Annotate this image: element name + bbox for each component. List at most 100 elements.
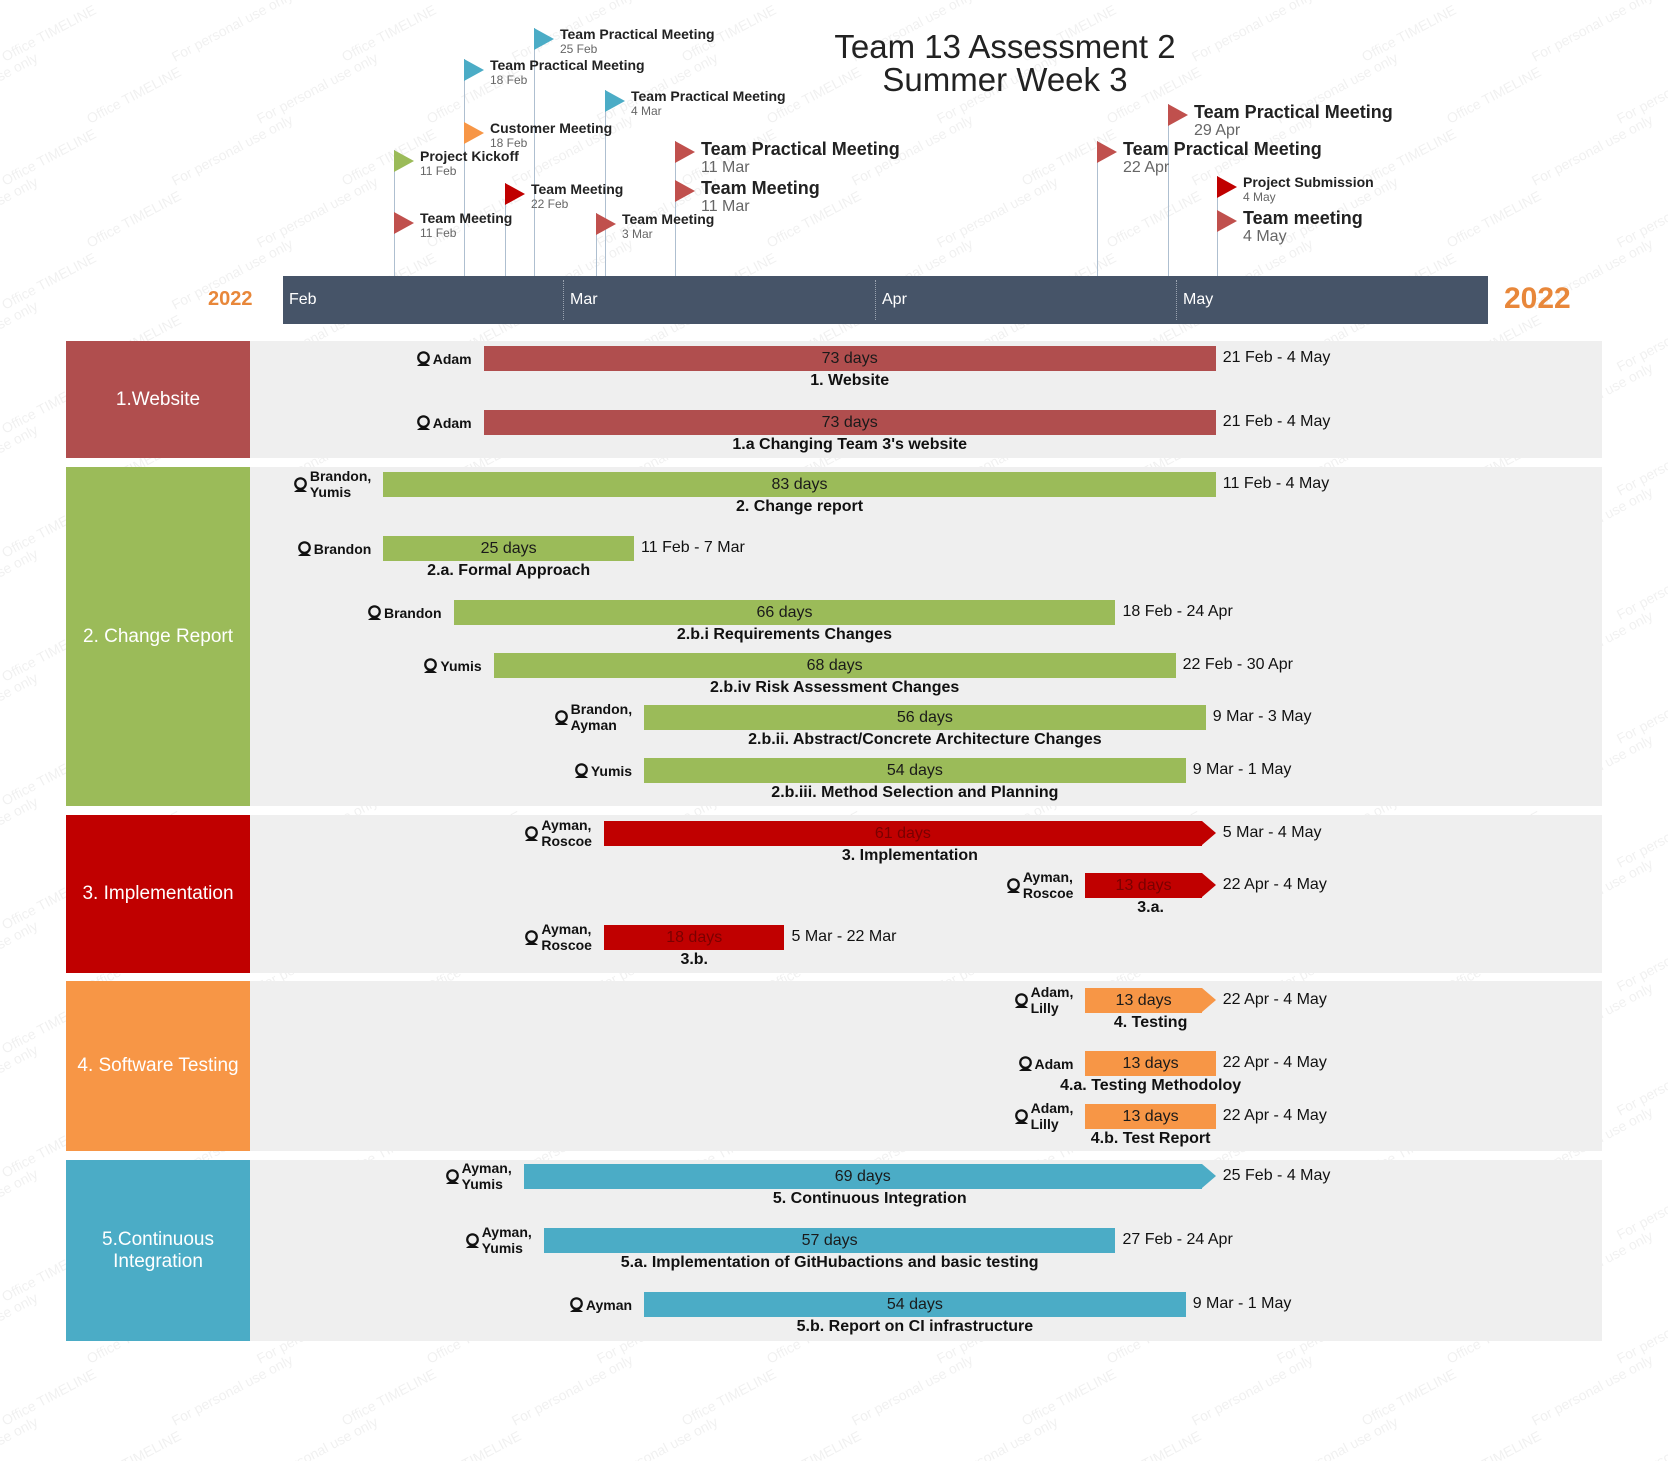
swimlane-label: 2. Change Report	[66, 467, 250, 806]
swimlane-label: 1.Website	[66, 341, 250, 458]
milestone-date: 3 Mar	[622, 227, 653, 241]
watermark-text: For personal use only	[1274, 0, 1400, 3]
task-bar	[483, 410, 1216, 435]
task-bar-arrow	[1201, 1164, 1216, 1188]
task-assignee: Adam, Lilly	[1030, 1100, 1074, 1132]
swimlane-background	[250, 981, 1602, 1151]
task-date-range: 9 Mar - 3 May	[1212, 708, 1312, 725]
watermark-text: For personal use only	[1614, 1041, 1668, 1118]
task-date-range: 9 Mar - 1 May	[1192, 1295, 1292, 1312]
task-duration: 73 days	[821, 414, 878, 431]
milestone-date: 11 Feb	[420, 164, 457, 178]
task-bar	[1085, 873, 1202, 898]
watermark-text: Office TIMELINE	[1444, 1427, 1544, 1461]
watermark-text: For personal use only	[1614, 49, 1668, 126]
watermark-text: For personal use only	[0, 173, 40, 250]
task-assignee: Adam	[432, 415, 472, 431]
task-duration: 66 days	[756, 604, 813, 621]
task-bar	[383, 472, 1216, 497]
task-duration: 13 days	[1115, 992, 1172, 1009]
watermark-text: Office TIMELINE	[1104, 0, 1204, 3]
task-date-range: 21 Feb - 4 May	[1222, 349, 1331, 366]
watermark-text: Office TIMELINE	[1359, 1, 1459, 64]
task-assignee: Ayman, Roscoe	[541, 921, 592, 953]
task-bar	[483, 346, 1216, 371]
task-name: 1.a Changing Team 3's website	[732, 436, 968, 453]
milestone-flag-icon	[464, 122, 484, 144]
milestone-flag-icon	[394, 212, 414, 234]
task-name: 4.b. Test Report	[1090, 1130, 1211, 1147]
task-name: 4.a. Testing Methodoloy	[1060, 1077, 1242, 1094]
title-line-2: Summer Week 3	[882, 61, 1128, 98]
milestone-title: Team Meeting	[420, 210, 513, 226]
task-duration: 69 days	[834, 1168, 891, 1185]
task-bar	[1085, 1051, 1216, 1076]
task-bar	[644, 705, 1206, 730]
task-date-range: 27 Feb - 24 Apr	[1122, 1231, 1233, 1248]
milestone-date: 22 Apr	[1123, 159, 1170, 176]
person-icon	[367, 605, 382, 620]
task-assignee: Adam	[432, 351, 472, 367]
watermark-text: Office TIMELINE	[679, 1365, 779, 1428]
task-name: 1. Website	[810, 372, 890, 389]
task-bar-arrow	[1201, 988, 1216, 1012]
milestone-flag-icon	[464, 59, 484, 81]
watermark-text: For personal use only	[1614, 1289, 1668, 1366]
task-assignee: Ayman, Yumis	[481, 1224, 532, 1256]
milestone-date: 18 Feb	[490, 73, 528, 87]
watermark-text: For personal use only	[254, 49, 380, 126]
milestone-line	[1168, 104, 1169, 276]
watermark-text: For personal use only	[0, 297, 40, 374]
task-date-range: 22 Feb - 30 Apr	[1182, 656, 1293, 673]
task-assignee: Yumis	[440, 658, 482, 674]
milestone-date: 11 Feb	[420, 226, 457, 240]
watermark-text: For personal use only	[0, 1413, 40, 1461]
task-duration: 61 days	[874, 825, 931, 842]
watermark-text: For personal use only	[594, 0, 720, 3]
watermark-text: Office TIMELINE	[339, 1365, 439, 1428]
person-icon	[465, 1233, 479, 1248]
task-bar-arrow	[1201, 821, 1216, 845]
milestone-date: 4 May	[1243, 190, 1276, 204]
task-assignee: Adam	[1034, 1056, 1074, 1072]
month-label-mar: Mar	[570, 291, 598, 308]
milestone-flag-icon	[394, 150, 414, 172]
task-date-range: 9 Mar - 1 May	[1192, 761, 1292, 778]
watermark-text: Office TIMELINE	[1444, 187, 1544, 250]
task-duration: 73 days	[821, 350, 878, 367]
milestone-flag-icon	[1217, 210, 1237, 232]
watermark-text: For personal use only	[1614, 545, 1668, 622]
task-bar-arrow	[1201, 873, 1216, 897]
task-name: 2.a. Formal Approach	[427, 562, 591, 579]
task-duration: 13 days	[1122, 1108, 1179, 1125]
watermark-text: Office TIMELINE	[84, 63, 184, 126]
watermark-text: For personal use only	[0, 421, 40, 498]
month-label-feb: Feb	[289, 291, 317, 308]
milestone-flag-icon	[1168, 104, 1188, 126]
milestone-flag-icon	[596, 213, 616, 235]
watermark-text: For personal use only	[1189, 1351, 1315, 1428]
milestone-title: Team Practical Meeting	[490, 57, 645, 73]
watermark-text: For personal use only	[1274, 1413, 1400, 1461]
task-assignee: Ayman, Roscoe	[1022, 869, 1074, 901]
watermark-text: For personal use only	[1614, 917, 1668, 994]
task-assignee: Brandon	[383, 605, 442, 621]
watermark-text: For personal use only	[0, 1289, 40, 1366]
swimlane-background	[250, 467, 1602, 806]
milestone-line	[1097, 141, 1098, 276]
person-icon	[569, 1297, 583, 1312]
milestone-title: Team Meeting	[531, 181, 624, 197]
task-date-range: 11 Feb - 4 May	[1222, 475, 1330, 492]
watermark-text: For personal use only	[0, 669, 40, 746]
watermark-text: For personal use only	[1614, 297, 1668, 374]
task-duration: 83 days	[771, 476, 828, 493]
task-date-range: 11 Feb - 7 Mar	[641, 539, 745, 556]
watermark-text: For personal use only	[1614, 421, 1668, 498]
watermark-text: For personal use only	[1614, 173, 1668, 250]
person-icon	[293, 477, 307, 492]
title-line-1: Team 13 Assessment 2	[834, 28, 1176, 65]
watermark-text: Office TIMELINE	[84, 0, 184, 3]
month-separator	[1176, 280, 1177, 320]
milestone-title: Team Practical Meeting	[701, 139, 900, 159]
milestone-title: Team Meeting	[701, 178, 820, 198]
